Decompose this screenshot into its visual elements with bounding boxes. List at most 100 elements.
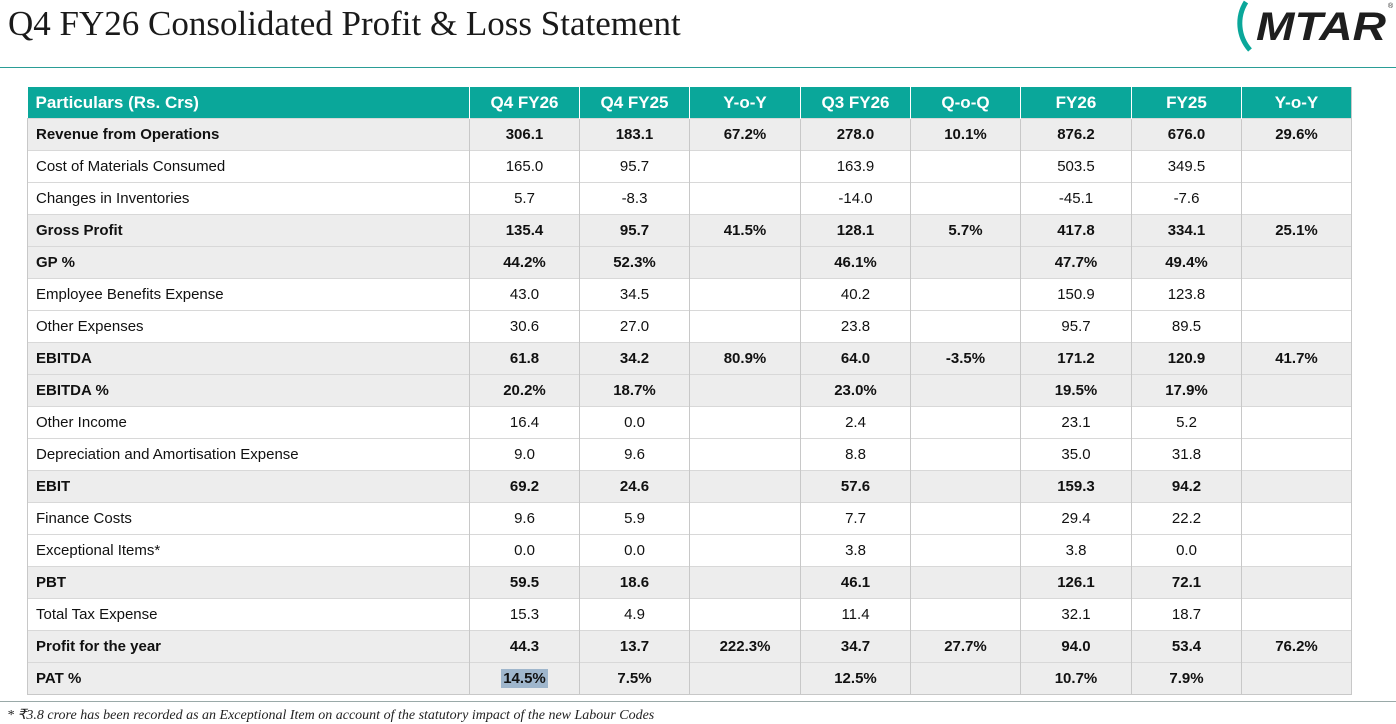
table-row: EBITDA % 20.2% 18.7% 23.0% 19.5% 17.9% (27, 374, 1352, 407)
table-cell (689, 150, 801, 183)
pnl-table: Particulars (Rs. Crs) Q4 FY26 Q4 FY25 Y-o-Y… (27, 87, 1352, 695)
table-cell (910, 246, 1021, 279)
table-cell: -45.1 (1020, 182, 1132, 215)
table-cell: 25.1% (1241, 214, 1352, 247)
table-cell: 417.8 (1020, 214, 1132, 247)
table-cell (1241, 566, 1352, 599)
column-header: FY26 (1020, 87, 1132, 119)
table-cell: 18.6 (579, 566, 690, 599)
table-row: Cost of Materials Consumed 165.0 95.7 163.9… (27, 150, 1352, 183)
table-cell: 123.8 (1131, 278, 1242, 311)
table-cell: 95.7 (579, 214, 690, 247)
table-cell: 7.7 (800, 502, 911, 535)
table-row: Other Expenses 30.6 27.0 23.8 95.7 89.5 (27, 310, 1352, 343)
table-row: Depreciation and Amortisation Expense 9.0… (27, 438, 1352, 471)
row-label: Total Tax Expense (27, 598, 470, 631)
table-cell (689, 598, 801, 631)
table-cell: 10.1% (910, 118, 1021, 151)
table-cell: 128.1 (800, 214, 911, 247)
table-cell: 32.1 (1020, 598, 1132, 631)
table-cell: 16.4 (469, 406, 580, 439)
table-cell: 59.5 (469, 566, 580, 599)
table-cell (689, 374, 801, 407)
table-cell: 222.3% (689, 630, 801, 663)
table-cell (689, 406, 801, 439)
table-cell (1241, 374, 1352, 407)
table-cell (1241, 182, 1352, 215)
table-row: Profit for the year 44.3 13.7 222.3% 34.7 27.… (27, 630, 1352, 663)
table-cell: 12.5% (800, 662, 911, 695)
table-cell: 94.0 (1020, 630, 1132, 663)
table-cell: 41.5% (689, 214, 801, 247)
table-cell: 349.5 (1131, 150, 1242, 183)
table-cell (689, 566, 801, 599)
row-label: EBITDA (27, 342, 470, 375)
table-cell: 676.0 (1131, 118, 1242, 151)
table-cell: 334.1 (1131, 214, 1242, 247)
table-cell: 46.1 (800, 566, 911, 599)
table-cell: -7.6 (1131, 182, 1242, 215)
table-cell: 150.9 (1020, 278, 1132, 311)
table-cell: 0.0 (469, 534, 580, 567)
footnote: * ₹3.8 crore has been recorded as an Exc… (7, 708, 655, 723)
table-cell: 0.0 (579, 534, 690, 567)
table-cell: 34.7 (800, 630, 911, 663)
table-cell: 27.7% (910, 630, 1021, 663)
table-cell: 126.1 (1020, 566, 1132, 599)
table-cell: 95.7 (579, 150, 690, 183)
table-cell (910, 374, 1021, 407)
table-cell: 44.2% (469, 246, 580, 279)
table-cell: 171.2 (1020, 342, 1132, 375)
row-label: PAT % (27, 662, 470, 695)
table-row: Finance Costs 9.6 5.9 7.7 29.4 22.2 (27, 502, 1352, 535)
table-cell: 278.0 (800, 118, 911, 151)
row-label: EBITDA % (27, 374, 470, 407)
table-cell (910, 470, 1021, 503)
row-label: EBIT (27, 470, 470, 503)
table-row: Other Income 16.4 0.0 2.4 23.1 5.2 (27, 406, 1352, 439)
table-cell: 0.0 (579, 406, 690, 439)
table-cell: 34.2 (579, 342, 690, 375)
column-header: Q4 FY26 (469, 87, 580, 119)
table-cell: 72.1 (1131, 566, 1242, 599)
column-header: Particulars (Rs. Crs) (27, 87, 470, 119)
row-label: Changes in Inventories (27, 182, 470, 215)
table-cell (689, 246, 801, 279)
table-cell: 30.6 (469, 310, 580, 343)
table-row: Employee Benefits Expense 43.0 34.5 40.2 150… (27, 278, 1352, 311)
table-cell (689, 438, 801, 471)
registered-mark: ® (1388, 2, 1394, 10)
table-cell: 503.5 (1020, 150, 1132, 183)
table-cell: 23.1 (1020, 406, 1132, 439)
table-cell: 40.2 (800, 278, 911, 311)
table-row: Changes in Inventories 5.7 -8.3 -14.0 -45.1-… (27, 182, 1352, 215)
table-cell (689, 534, 801, 567)
table-cell: 23.0% (800, 374, 911, 407)
table-cell (1241, 662, 1352, 695)
table-cell: 11.4 (800, 598, 911, 631)
row-label: PBT (27, 566, 470, 599)
table-cell (689, 310, 801, 343)
table-cell: 7.5% (579, 662, 690, 695)
company-logo: MTAR ® (1237, 0, 1394, 52)
highlighted-value: 14.5% (501, 669, 548, 688)
table-cell (689, 502, 801, 535)
table-cell: 29.4 (1020, 502, 1132, 535)
table-cell: 29.6% (1241, 118, 1352, 151)
table-cell: 80.9% (689, 342, 801, 375)
table-cell: 35.0 (1020, 438, 1132, 471)
title-rule (0, 67, 1396, 68)
table-cell (1241, 534, 1352, 567)
row-label: Depreciation and Amortisation Expense (27, 438, 470, 471)
table-cell: 23.8 (800, 310, 911, 343)
table-cell (910, 406, 1021, 439)
table-cell (1241, 278, 1352, 311)
table-row: Exceptional Items* 0.0 0.0 3.8 3.8 0.0 (27, 534, 1352, 567)
table-cell (689, 470, 801, 503)
table-cell (910, 534, 1021, 567)
table-cell: 18.7% (579, 374, 690, 407)
table-cell: 120.9 (1131, 342, 1242, 375)
table-cell (910, 278, 1021, 311)
table-cell: 95.7 (1020, 310, 1132, 343)
row-label: GP % (27, 246, 470, 279)
